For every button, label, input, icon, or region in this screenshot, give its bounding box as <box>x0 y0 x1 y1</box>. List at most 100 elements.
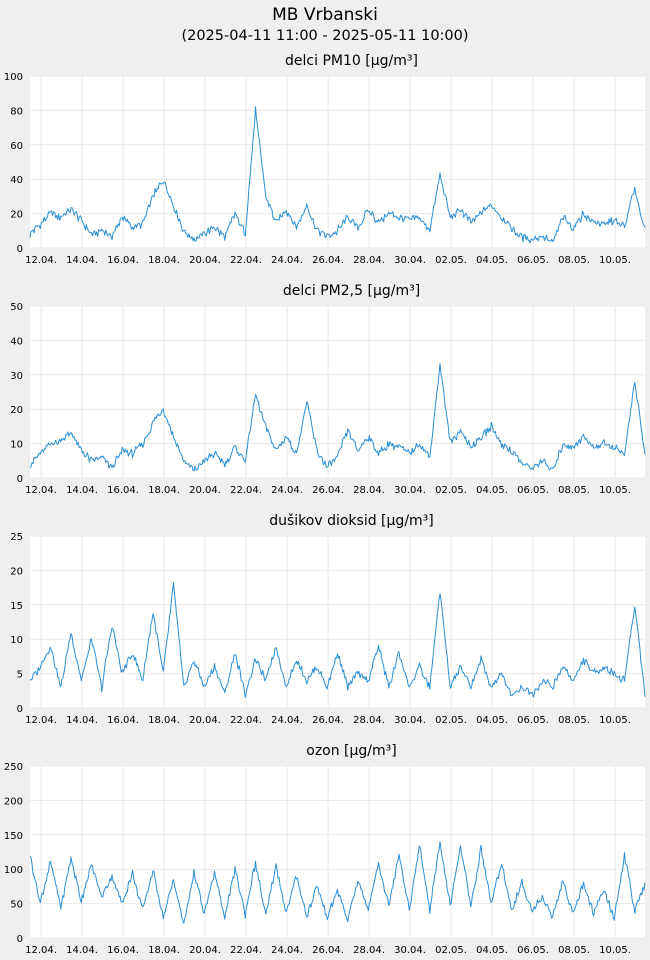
x-tick-label: 12.04. <box>25 715 57 726</box>
series-line-NO2 <box>29 582 646 698</box>
page-subtitle: (2025-04-11 11:00 - 2025-05-11 10:00) <box>181 28 468 44</box>
x-tick-label: 08.05. <box>558 715 590 726</box>
y-tick-label: 5 <box>17 670 23 681</box>
x-tick-label: 30.04. <box>394 485 426 496</box>
x-tick-label: 06.05. <box>517 255 549 266</box>
x-tick-label: 24.04. <box>271 945 303 956</box>
y-tick-label: 50 <box>10 302 23 313</box>
x-tick-label: 06.05. <box>517 715 549 726</box>
chart-title: delci PM10 [µg/m³] <box>285 53 418 69</box>
x-tick-label: 24.04. <box>271 255 303 266</box>
x-tick-label: 16.04. <box>107 715 139 726</box>
y-tick-label: 20 <box>10 210 23 221</box>
y-tick-label: 0 <box>17 934 23 945</box>
y-tick-label: 200 <box>4 796 23 807</box>
x-tick-label: 12.04. <box>25 255 57 266</box>
y-tick-label: 80 <box>10 106 23 117</box>
x-tick-label: 12.04. <box>25 485 57 496</box>
chart-title: dušikov dioksid [µg/m³] <box>269 513 434 529</box>
x-tick-label: 30.04. <box>394 715 426 726</box>
x-tick-label: 10.05. <box>599 255 631 266</box>
x-tick-label: 02.05. <box>435 255 467 266</box>
plot-area <box>30 536 645 708</box>
x-tick-label: 30.04. <box>394 255 426 266</box>
x-tick-label: 16.04. <box>107 485 139 496</box>
y-tick-label: 0 <box>17 244 23 255</box>
y-tick-label: 60 <box>10 141 23 152</box>
y-tick-label: 150 <box>4 831 23 842</box>
chart-title: delci PM2,5 [µg/m³] <box>283 283 420 299</box>
x-tick-label: 22.04. <box>230 255 262 266</box>
x-tick-label: 16.04. <box>107 945 139 956</box>
x-tick-label: 02.05. <box>435 715 467 726</box>
x-tick-label: 14.04. <box>66 715 98 726</box>
x-tick-label: 22.04. <box>230 715 262 726</box>
y-tick-label: 15 <box>10 601 23 612</box>
x-tick-label: 26.04. <box>312 485 344 496</box>
x-tick-label: 30.04. <box>394 945 426 956</box>
x-tick-label: 20.04. <box>189 945 221 956</box>
y-tick-label: 10 <box>10 635 23 646</box>
x-tick-label: 18.04. <box>148 945 180 956</box>
x-tick-label: 22.04. <box>230 485 262 496</box>
x-tick-label: 10.05. <box>599 485 631 496</box>
x-tick-label: 04.05. <box>476 945 508 956</box>
chart-panel-3: dušikov dioksid [µg/m³] 0 5 10 15 20 25 12.04. 1… <box>10 513 646 726</box>
y-tick-label: 10 <box>10 440 23 451</box>
y-tick-label: 40 <box>10 336 23 347</box>
x-tick-label: 28.04. <box>353 485 385 496</box>
y-tick-label: 250 <box>4 762 23 773</box>
plot-area <box>30 766 645 938</box>
x-tick-label: 20.04. <box>189 715 221 726</box>
x-tick-label: 04.05. <box>476 255 508 266</box>
x-tick-label: 10.05. <box>599 945 631 956</box>
x-tick-label: 28.04. <box>353 255 385 266</box>
x-tick-label: 06.05. <box>517 485 549 496</box>
x-tick-label: 18.04. <box>148 715 180 726</box>
x-tick-label: 08.05. <box>558 255 590 266</box>
x-tick-label: 04.05. <box>476 715 508 726</box>
x-tick-label: 08.05. <box>558 485 590 496</box>
x-tick-label: 02.05. <box>435 485 467 496</box>
x-tick-label: 10.05. <box>599 715 631 726</box>
y-tick-label: 50 <box>10 900 23 911</box>
x-tick-label: 04.05. <box>476 485 508 496</box>
x-tick-label: 24.04. <box>271 715 303 726</box>
page-title: MB Vrbanski <box>272 5 378 25</box>
y-tick-label: 40 <box>10 175 23 186</box>
plot-area <box>30 306 645 478</box>
x-tick-label: 02.05. <box>435 945 467 956</box>
chart-title: ozon [µg/m³] <box>306 743 397 759</box>
y-tick-label: 30 <box>10 371 23 382</box>
x-tick-label: 16.04. <box>107 255 139 266</box>
x-tick-label: 26.04. <box>312 255 344 266</box>
y-tick-label: 20 <box>10 405 23 416</box>
x-tick-label: 14.04. <box>66 485 98 496</box>
series-line-PM10 <box>29 106 646 244</box>
y-tick-label: 100 <box>4 865 23 876</box>
x-tick-label: 14.04. <box>66 945 98 956</box>
x-tick-label: 26.04. <box>312 715 344 726</box>
x-tick-label: 06.05. <box>517 945 549 956</box>
x-tick-label: 18.04. <box>148 485 180 496</box>
chart-panel-1: delci PM10 [µg/m³] 0 20 40 60 80 100 12.04. 14.0… <box>4 53 646 266</box>
x-tick-label: 18.04. <box>148 255 180 266</box>
series-line-PM2,5 <box>29 362 646 472</box>
x-tick-label: 20.04. <box>189 255 221 266</box>
x-tick-label: 28.04. <box>353 945 385 956</box>
y-tick-label: 0 <box>17 474 23 485</box>
y-tick-label: 100 <box>4 72 23 83</box>
y-tick-label: 25 <box>10 532 23 543</box>
x-tick-label: 26.04. <box>312 945 344 956</box>
chart-panel-2: delci PM2,5 [µg/m³] 0 10 20 30 40 50 12.04. 14.0… <box>10 283 646 496</box>
chart-panel-4: ozon [µg/m³] 0 50 100 150 200 250 12.04. 14.04. 1… <box>4 743 646 956</box>
series-line-O3 <box>29 841 646 924</box>
y-tick-label: 0 <box>17 704 23 715</box>
x-tick-label: 08.05. <box>558 945 590 956</box>
x-tick-label: 14.04. <box>66 255 98 266</box>
y-tick-label: 20 <box>10 566 23 577</box>
x-tick-label: 12.04. <box>25 945 57 956</box>
x-tick-label: 22.04. <box>230 945 262 956</box>
plot-area <box>30 76 645 248</box>
